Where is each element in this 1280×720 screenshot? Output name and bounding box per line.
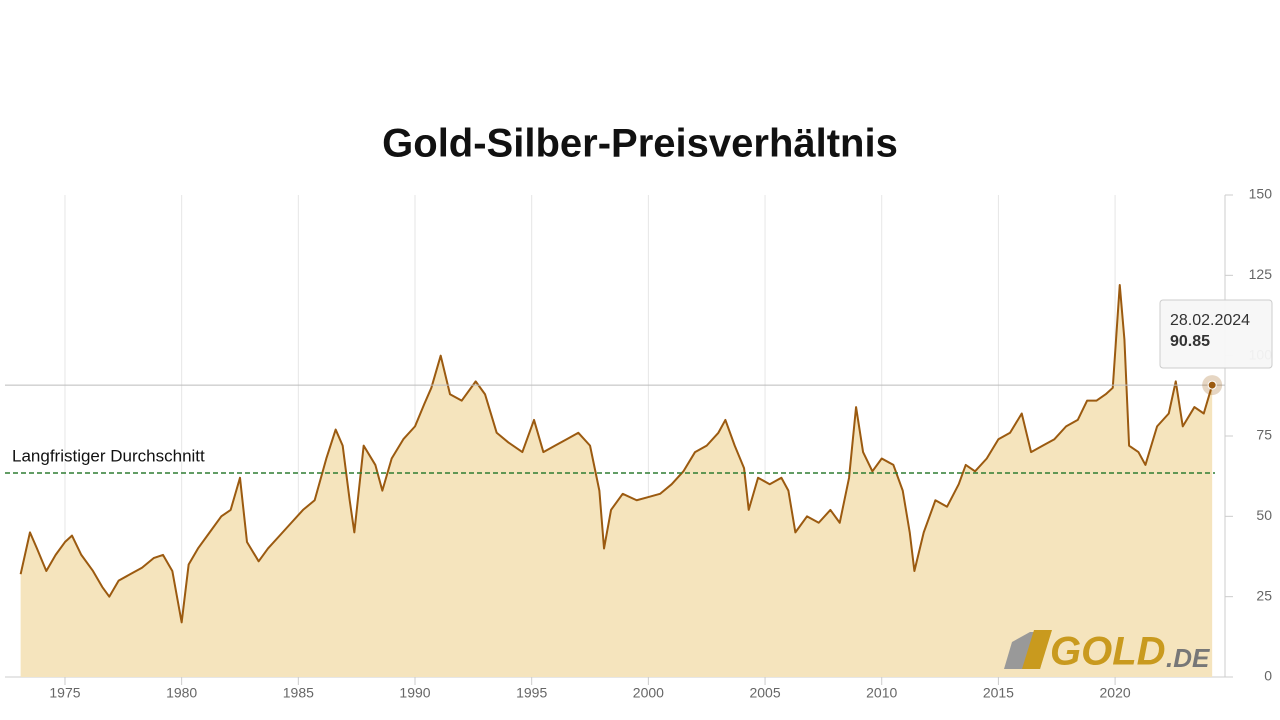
x-tick-label: 1995 xyxy=(516,685,547,701)
tooltip-date: 28.02.2024 xyxy=(1170,312,1250,329)
tooltip-value: 90.85 xyxy=(1170,333,1210,350)
y-tick-label: 75 xyxy=(1256,427,1272,443)
hover-point xyxy=(1207,380,1217,390)
x-tick-label: 2005 xyxy=(749,685,780,701)
x-tick-label: 1980 xyxy=(166,685,197,701)
y-tick-label: 0 xyxy=(1264,668,1272,684)
area xyxy=(20,284,1213,677)
y-tick-label: 50 xyxy=(1256,507,1272,523)
reference-label: Langfristiger Durchschnitt xyxy=(12,446,205,465)
x-tick-label: 2020 xyxy=(1100,685,1131,701)
y-tick-label: 150 xyxy=(1249,186,1273,202)
chart-title: Gold-Silber-Preisverhältnis xyxy=(382,122,898,166)
line xyxy=(19,283,1214,624)
logo-main: GOLD xyxy=(1050,630,1166,674)
tooltip-box xyxy=(1159,299,1273,369)
x-tick-label: 1990 xyxy=(399,685,430,701)
x-tick-label: 1975 xyxy=(49,685,80,701)
x-tick-label: 1985 xyxy=(283,685,314,701)
x-tick-label: 2015 xyxy=(983,685,1014,701)
logo-icon-gold xyxy=(1022,630,1052,669)
logo-suffix: .DE xyxy=(1166,643,1210,673)
x-tick-label: 2010 xyxy=(866,685,897,701)
x-tick-label: 2000 xyxy=(633,685,664,701)
y-tick-label: 125 xyxy=(1249,266,1273,282)
y-tick-label: 25 xyxy=(1256,587,1272,603)
